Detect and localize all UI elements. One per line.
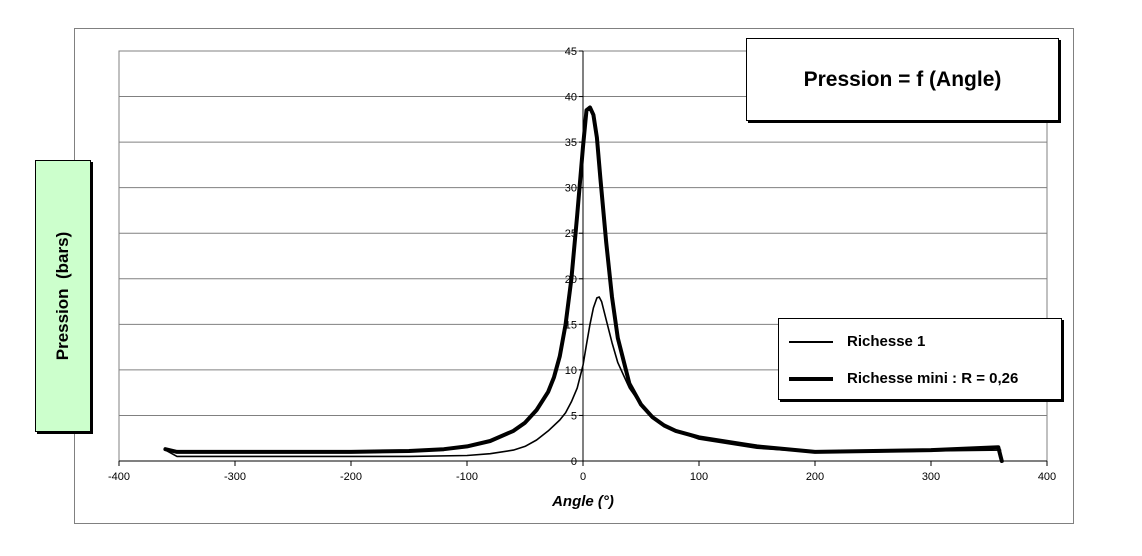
y-tick-label: 30 xyxy=(565,183,577,195)
series-line-2 xyxy=(163,105,1004,463)
legend-label: Richesse mini : R = 0,26 xyxy=(847,370,1019,387)
legend: Richesse 1 Richesse mini : R = 0,26 xyxy=(778,318,1062,400)
y-tick-label: 0 xyxy=(571,456,577,468)
x-tick-label: 300 xyxy=(922,471,940,483)
x-tick-label: -200 xyxy=(340,471,362,483)
x-tick-label: -400 xyxy=(108,471,130,483)
y-tick-label: 40 xyxy=(565,92,577,104)
x-tick-label: 100 xyxy=(690,471,708,483)
x-tick-label: 0 xyxy=(580,471,586,483)
y-axis-label: Pression (bars) xyxy=(53,231,72,361)
chart-title-box: Pression = f (Angle) xyxy=(746,38,1059,121)
y-tick-label: 10 xyxy=(565,365,577,377)
legend-label: Richesse 1 xyxy=(847,333,926,350)
legend-swatch-thick-line xyxy=(789,376,833,381)
y-tick-label: 45 xyxy=(565,46,577,58)
legend-item-richesse-1: Richesse 1 xyxy=(789,333,925,350)
y-tick-label: 5 xyxy=(571,410,577,422)
x-axis-label: Angle (°) xyxy=(551,493,614,510)
x-tick-label: -100 xyxy=(456,471,478,483)
y-tick-label: 35 xyxy=(565,137,577,149)
y-axis-label-box: Pression (bars) xyxy=(35,160,91,432)
chart-title: Pression = f (Angle) xyxy=(803,67,1002,91)
x-tick-label: 200 xyxy=(806,471,824,483)
legend-swatch-thin-line xyxy=(789,340,833,343)
x-tick-label: 400 xyxy=(1038,471,1056,483)
legend-item-richesse-mini: Richesse mini : R = 0,26 xyxy=(789,370,1018,387)
x-tick-label: -300 xyxy=(224,471,246,483)
